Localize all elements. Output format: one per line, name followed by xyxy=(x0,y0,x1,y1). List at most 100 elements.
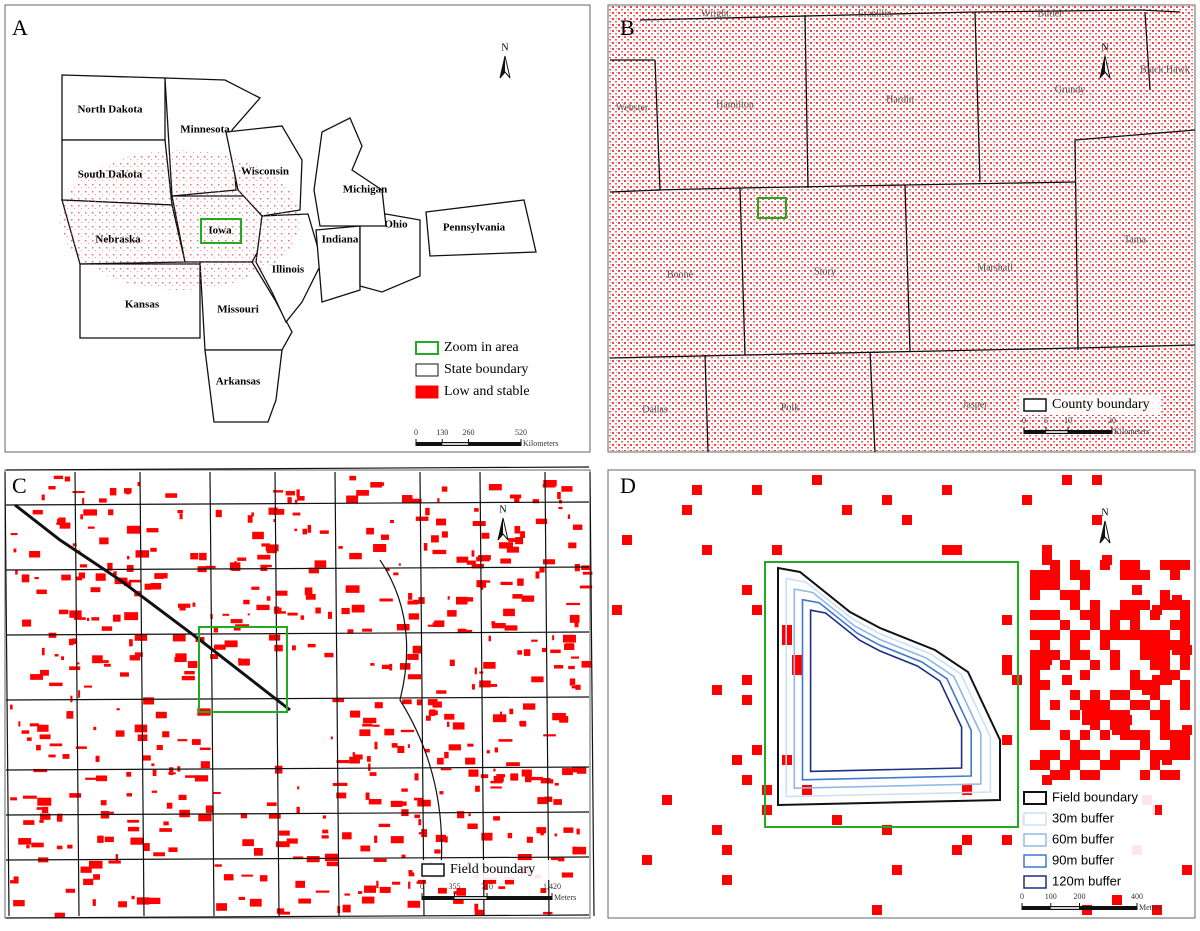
red-patch xyxy=(238,658,250,666)
red-patch xyxy=(41,647,45,656)
red-patch xyxy=(481,584,484,590)
red-patch xyxy=(524,775,532,783)
red-patch xyxy=(530,776,543,781)
red-patch xyxy=(229,562,241,571)
red-pixel xyxy=(1070,590,1080,600)
red-patch xyxy=(126,793,133,797)
red-patch xyxy=(384,728,395,736)
red-patch xyxy=(56,813,63,822)
red-pixel xyxy=(1110,610,1120,620)
legend-label: Low and stable xyxy=(444,384,530,399)
red-pixel xyxy=(1080,630,1090,640)
north-arrow-half xyxy=(500,56,505,78)
red-patch xyxy=(436,690,447,694)
red-patch xyxy=(152,769,157,777)
state xyxy=(313,117,387,227)
red-pixel xyxy=(1030,570,1040,580)
red-pixel xyxy=(1160,640,1170,650)
red-patch xyxy=(504,625,518,631)
state-label: South Dakota xyxy=(78,169,143,181)
red-patch xyxy=(399,663,411,670)
red-patch xyxy=(483,661,496,669)
red-patch xyxy=(550,857,565,862)
red-patch xyxy=(287,497,292,504)
red-pixel xyxy=(1140,570,1150,580)
legend-label: State boundary xyxy=(444,362,528,377)
red-patch xyxy=(10,704,13,710)
red-patch xyxy=(414,814,420,819)
red-pixel xyxy=(1160,650,1170,660)
red-pixel xyxy=(1050,610,1060,620)
red-patch xyxy=(308,567,320,574)
zoom-box xyxy=(198,626,288,713)
red-pixel xyxy=(742,775,752,785)
red-patch xyxy=(531,676,544,683)
red-patch xyxy=(210,654,219,660)
red-pixel xyxy=(1180,660,1190,670)
red-patch xyxy=(104,836,114,843)
red-patch xyxy=(381,664,391,670)
red-patch xyxy=(531,639,538,642)
red-patch xyxy=(49,682,63,687)
red-pixel xyxy=(692,485,702,495)
red-patch xyxy=(562,634,576,643)
red-patch xyxy=(408,872,415,877)
legend-swatch xyxy=(1023,812,1047,826)
state xyxy=(425,199,537,257)
red-patch xyxy=(329,855,335,858)
red-patch xyxy=(260,564,268,571)
red-patch xyxy=(82,497,85,505)
red-patch xyxy=(508,538,520,542)
red-pixel xyxy=(1170,600,1180,610)
red-pixel xyxy=(842,505,852,515)
red-patch xyxy=(398,563,401,566)
red-pixel xyxy=(1060,770,1070,780)
north-label: N xyxy=(1101,507,1108,518)
red-pixel xyxy=(1110,650,1120,660)
red-pixel xyxy=(802,785,812,795)
red-patch xyxy=(338,546,343,549)
red-pixel xyxy=(1030,760,1040,770)
red-pixel xyxy=(1130,610,1140,620)
scale-tick-label: 355 xyxy=(449,882,461,891)
red-patch xyxy=(109,487,117,496)
red-pixel xyxy=(1090,750,1100,760)
red-patch xyxy=(496,774,506,778)
county-label: Story xyxy=(814,266,836,277)
red-patch xyxy=(467,743,474,747)
red-patch xyxy=(29,723,39,727)
red-patch xyxy=(26,737,32,741)
red-pixel xyxy=(1050,770,1060,780)
red-pixel xyxy=(1040,640,1050,650)
red-pixel xyxy=(752,485,762,495)
red-patch xyxy=(83,509,98,516)
red-patch xyxy=(539,566,545,573)
red-patch xyxy=(362,628,372,632)
red-patch xyxy=(95,775,108,782)
red-patch xyxy=(413,797,424,801)
red-patch xyxy=(326,861,339,867)
red-patch xyxy=(78,572,86,579)
panel-label: A xyxy=(12,15,28,40)
red-patch xyxy=(177,510,183,514)
red-patch xyxy=(488,635,491,642)
red-pixel xyxy=(1030,610,1040,620)
county-boundaries xyxy=(609,9,1196,453)
red-patch xyxy=(425,507,430,516)
red-patch xyxy=(39,734,51,740)
red-pixel xyxy=(1042,655,1052,665)
red-patch xyxy=(76,662,80,665)
red-patch xyxy=(341,607,350,615)
red-patch xyxy=(444,836,448,843)
red-pixel xyxy=(1042,545,1052,555)
red-patch xyxy=(88,860,103,869)
red-pixel xyxy=(1110,750,1120,760)
field-boundary xyxy=(5,766,590,771)
red-patch xyxy=(436,518,447,526)
red-pixel xyxy=(1120,710,1130,720)
red-patch xyxy=(191,739,201,745)
red-pixel xyxy=(1150,610,1160,620)
red-patch xyxy=(215,509,222,518)
red-patch xyxy=(493,816,500,821)
red-patch xyxy=(36,744,41,751)
